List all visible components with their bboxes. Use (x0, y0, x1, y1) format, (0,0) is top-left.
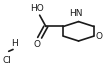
Text: O: O (94, 32, 101, 41)
Text: O: O (34, 40, 41, 49)
Text: Cl: Cl (2, 56, 11, 65)
Text: H: H (11, 39, 17, 48)
Text: HN: HN (68, 9, 82, 18)
Text: HO: HO (30, 4, 44, 13)
